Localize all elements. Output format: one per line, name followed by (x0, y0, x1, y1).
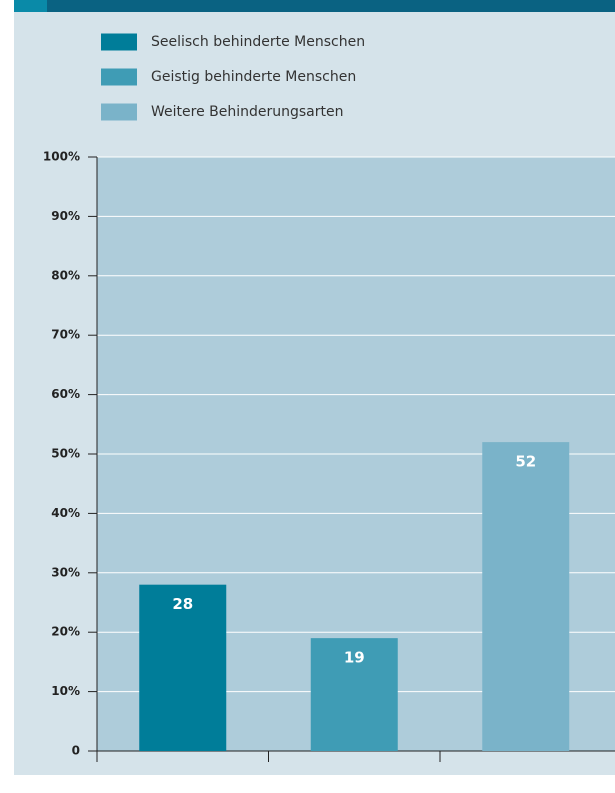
y-tick-label: 40% (51, 506, 80, 520)
legend-label: Seelisch behinderte Menschen (151, 34, 365, 50)
bar (139, 584, 227, 751)
bar (310, 638, 398, 751)
y-tick-label: 60% (51, 387, 80, 401)
legend-swatch (101, 103, 137, 121)
y-tick-label: 70% (51, 328, 80, 342)
value-label: 52 (515, 453, 536, 471)
legend-label: Geistig behinderte Menschen (151, 69, 356, 85)
bar (482, 442, 570, 751)
legend-swatch (101, 33, 137, 51)
header-square (14, 0, 47, 12)
header-bar (14, 0, 615, 12)
y-tick-label: 10% (51, 684, 80, 698)
y-tick-label: 0 (72, 744, 80, 758)
legend-label: Weitere Behinderungsarten (151, 104, 344, 120)
y-tick-label: 20% (51, 625, 80, 639)
y-tick-label: 90% (51, 209, 80, 223)
y-tick-label: 100% (43, 150, 80, 164)
legend-swatch (101, 68, 137, 86)
y-tick-label: 30% (51, 565, 80, 579)
y-tick-label: 50% (51, 447, 80, 461)
value-label: 28 (172, 595, 193, 613)
value-label: 19 (344, 649, 365, 667)
y-tick-label: 80% (51, 268, 80, 282)
